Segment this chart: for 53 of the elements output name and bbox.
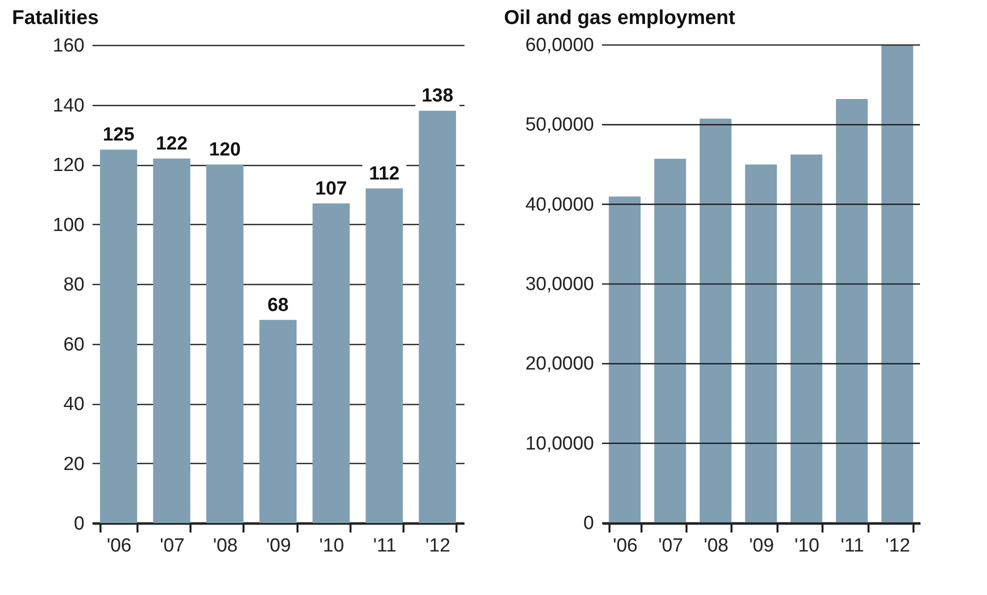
- data-label: 125: [102, 124, 135, 146]
- x-tick-label: '06: [612, 536, 638, 556]
- data-label: 112: [368, 163, 400, 184]
- bar: [881, 45, 914, 523]
- x-tick-label: '06: [106, 536, 132, 556]
- x-tick-label: '11: [373, 536, 396, 556]
- bar: [153, 158, 190, 523]
- text: 30,0000: [525, 274, 594, 295]
- y-tick-label: 20: [63, 454, 84, 475]
- y-tick-label: 160: [52, 36, 84, 56]
- text: 40,0000: [525, 194, 594, 216]
- text: 10,0000: [525, 433, 594, 454]
- data-label: 138: [422, 86, 454, 107]
- x-tick-label: '12: [885, 536, 910, 556]
- x-tick-label: '07: [658, 536, 684, 556]
- bar: [418, 110, 456, 523]
- x-tick-label: '11: [840, 536, 864, 556]
- x-tick-label: '07: [160, 536, 185, 556]
- y-tick-label: 140: [52, 95, 84, 116]
- bar: [259, 320, 297, 523]
- y-tick-label: 60: [63, 334, 84, 356]
- bar: [836, 99, 868, 523]
- x-tick-label: '08: [704, 536, 728, 556]
- data-label: 68: [267, 294, 289, 316]
- text: 20,0000: [525, 354, 594, 375]
- bar: [100, 150, 138, 523]
- x-tick-label: '10: [319, 536, 344, 556]
- bar: [608, 196, 641, 523]
- y-tick-label: 80: [63, 274, 84, 296]
- chart-title: Fatalities: [12, 7, 99, 29]
- data-label: 122: [156, 134, 188, 155]
- y-tick-label: 120: [52, 155, 84, 176]
- data-label: 120: [209, 140, 241, 160]
- bar: [745, 164, 777, 523]
- x-tick-label: '09: [266, 536, 291, 556]
- text: 60,0000: [525, 35, 594, 56]
- y-tick-label: 0: [74, 514, 84, 534]
- bar: [312, 203, 350, 523]
- x-tick-label: '08: [212, 536, 238, 556]
- x-tick-label: '09: [749, 536, 774, 556]
- data-label: 107: [315, 178, 347, 200]
- x-tick-label: '12: [426, 536, 450, 556]
- bar: [366, 188, 403, 523]
- bar: [206, 164, 244, 523]
- text: 0: [583, 513, 594, 534]
- bar: [654, 158, 686, 523]
- text: 50,0000: [525, 114, 594, 136]
- bar: [790, 154, 822, 523]
- y-tick-label: 40: [63, 394, 84, 415]
- y-tick-label: 100: [52, 214, 84, 236]
- chart-title: Oil and gas employment: [504, 7, 736, 29]
- bar: [700, 118, 732, 523]
- x-tick-label: '10: [794, 536, 820, 556]
